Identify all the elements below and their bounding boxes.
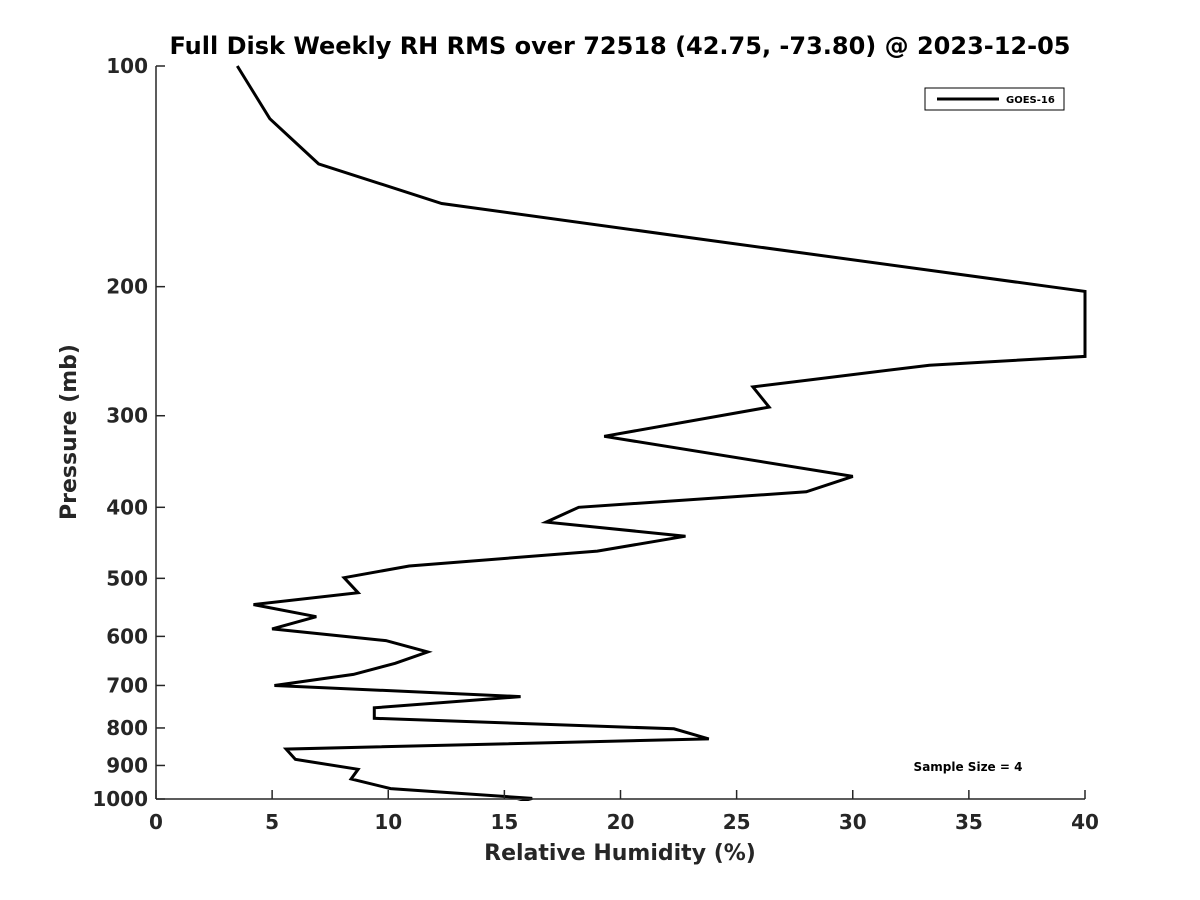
y-tick-label: 1000 [92, 787, 148, 811]
y-tick-label: 300 [106, 404, 148, 428]
y-axis-label: Pressure (mb) [57, 344, 82, 520]
y-tick-label: 500 [106, 566, 148, 590]
x-axis-ticks: 0 5 10 15 20 25 30 35 40 [149, 790, 1099, 834]
y-axis-ticks: 100 200 300 400 500 600 700 800 900 1000 [92, 54, 165, 811]
y-tick-label: 100 [106, 54, 148, 78]
chart-title: Full Disk Weekly RH RMS over 72518 (42.7… [169, 32, 1070, 60]
x-tick-label: 25 [723, 810, 751, 834]
y-tick-label: 400 [106, 495, 148, 519]
x-tick-label: 15 [490, 810, 518, 834]
series-line-goes-16 [236, 65, 1087, 801]
x-tick-label: 35 [955, 810, 983, 834]
sample-size-annotation: Sample Size = 4 [914, 760, 1023, 774]
series-layer [236, 65, 1087, 801]
x-tick-label: 5 [265, 810, 279, 834]
y-tick-label: 200 [106, 275, 148, 299]
y-tick-label: 600 [106, 624, 148, 648]
legend-entry-goes-16: GOES-16 [1006, 95, 1055, 106]
y-tick-label: 800 [106, 716, 148, 740]
y-tick-label: 700 [106, 673, 148, 697]
x-tick-label: 20 [607, 810, 635, 834]
x-tick-label: 40 [1071, 810, 1099, 834]
legend: GOES-16 [924, 87, 1065, 111]
y-tick-label: 900 [106, 753, 148, 777]
x-tick-label: 10 [374, 810, 402, 834]
x-axis-label: Relative Humidity (%) [484, 841, 756, 866]
x-tick-label: 0 [149, 810, 163, 834]
x-tick-label: 30 [839, 810, 867, 834]
